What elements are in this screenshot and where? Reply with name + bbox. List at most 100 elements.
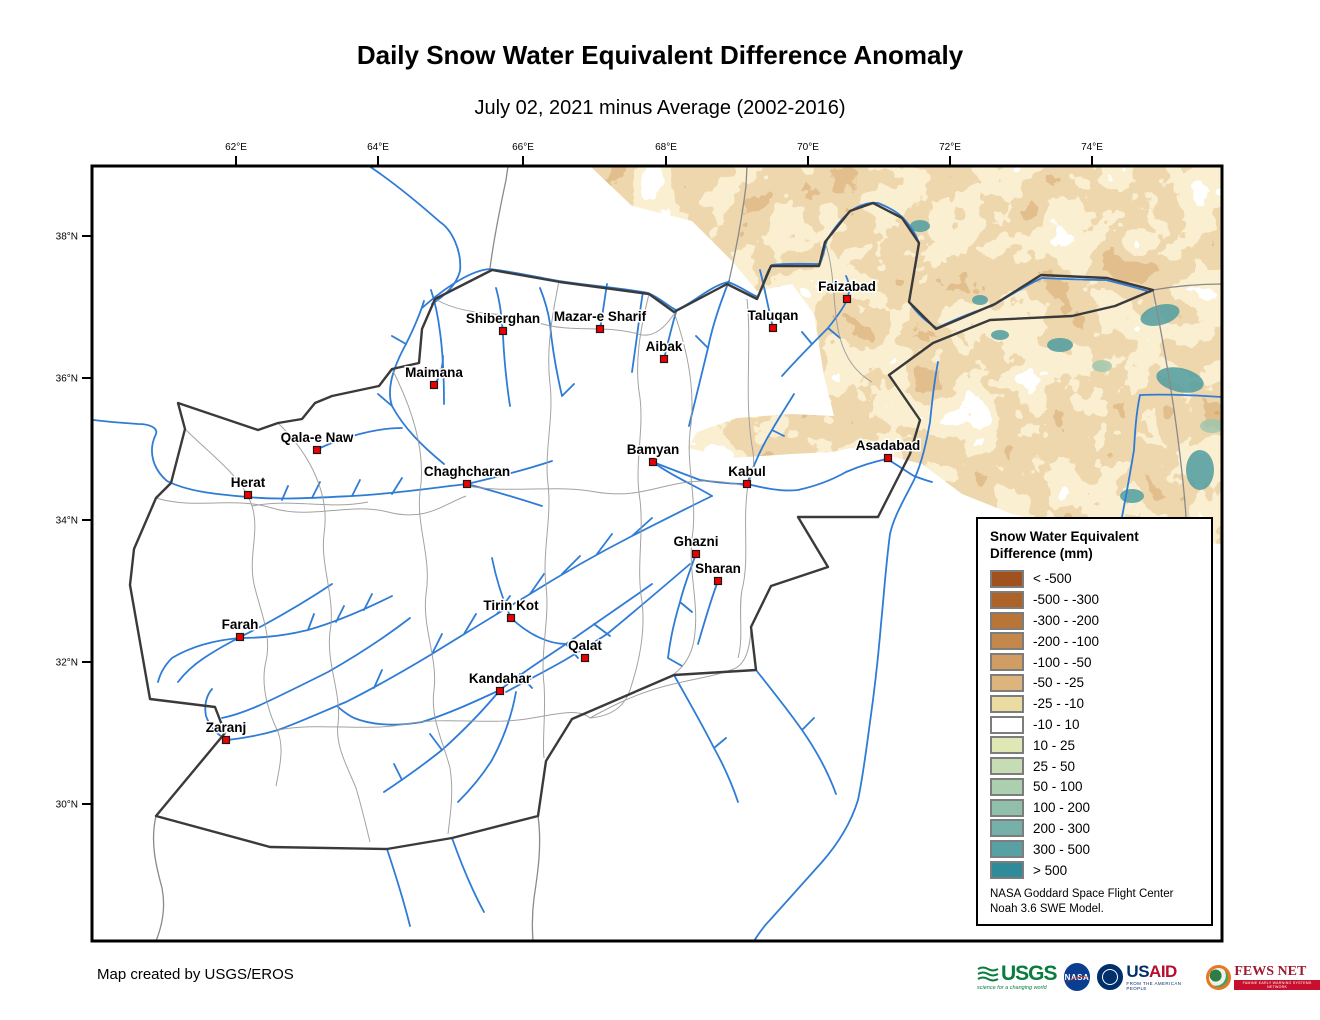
longitude-tick-label: 72°E — [939, 142, 961, 153]
terrain-lightgreen-patches — [1092, 360, 1222, 433]
city-label: Faizabad — [818, 279, 876, 294]
city-label: Ghazni — [673, 534, 718, 549]
latitude-tick-label: 38°N — [56, 232, 78, 243]
city-marker-dot — [713, 576, 723, 586]
city-label: Qala-e Naw — [281, 430, 354, 445]
city: Aibak — [644, 338, 684, 364]
city-marker-dot — [221, 735, 231, 745]
city-label: Maimana — [405, 365, 463, 380]
city-marker-dot — [659, 354, 669, 364]
legend-class-row: 25 - 50 — [990, 756, 1205, 777]
legend-swatch — [990, 590, 1024, 609]
city: Bamyan — [625, 441, 681, 467]
legend-class-label: 300 - 500 — [1033, 841, 1091, 857]
map-frame — [90, 164, 1224, 943]
latitude-tick-label: 36°N — [56, 374, 78, 385]
map-credit: Map created by USGS/EROS — [97, 966, 294, 983]
usgs-logo: USGS science for a changing world — [977, 962, 1058, 991]
city-markers: Faizabad Taluqan Mazar-e Sharif Shiberghan A… — [204, 278, 922, 745]
legend: Snow Water Equivalent Difference (mm) < … — [976, 517, 1213, 926]
axis-ticks: 62°E 64°E 66°E 68°E 70°E 72°E 74°E 38°N 36°N 34°N… — [56, 142, 1104, 811]
nasa-logo-text: NASA — [1064, 972, 1090, 982]
legend-class-label: 200 - 300 — [1033, 820, 1091, 836]
city-label: Zaranj — [206, 720, 247, 735]
city-marker-dot — [235, 632, 245, 642]
longitude-tick-label: 62°E — [225, 142, 247, 153]
legend-swatch — [990, 715, 1024, 734]
legend-class-row: 200 - 300 — [990, 818, 1205, 839]
usaid-logo: USAID FROM THE AMERICAN PEOPLE — [1097, 961, 1199, 992]
legend-class-row: 300 - 500 — [990, 839, 1205, 860]
legend-class-row: 100 - 200 — [990, 797, 1205, 818]
fewsnet-logo-text: FEWS NET — [1234, 963, 1307, 979]
legend-title-line2: Difference (mm) — [990, 546, 1093, 562]
legend-class-label: -300 - -200 — [1033, 613, 1100, 629]
logo-bar: USGS science for a changing world NASA U… — [977, 955, 1320, 999]
legend-note-line2: Noah 3.6 SWE Model. — [990, 903, 1104, 916]
city: Kandahar — [467, 670, 533, 696]
city-marker-dot — [883, 453, 893, 463]
legend-class-label: 25 - 50 — [1033, 758, 1076, 774]
city-marker-dot — [462, 479, 472, 489]
city-label: Bamyan — [627, 442, 680, 457]
city: Taluqan — [746, 307, 800, 333]
city-marker-dot — [498, 326, 508, 336]
city-label: Farah — [222, 617, 259, 632]
city: Farah — [220, 616, 260, 642]
longitude-tick-label: 64°E — [367, 142, 389, 153]
city-marker-dot — [742, 479, 752, 489]
latitude-tick-label: 30°N — [56, 800, 78, 811]
fewsnet-logo: FEWS NET FAMINE EARLY WARNING SYSTEMS NE… — [1206, 963, 1320, 990]
legend-note: NASA Goddard Space Flight Center Noah 3.… — [990, 887, 1205, 917]
legend-swatch — [990, 757, 1024, 776]
legend-class-label: -50 - -25 — [1033, 675, 1085, 691]
city: Chaghcharan — [422, 463, 512, 489]
city-label: Kabul — [728, 464, 766, 479]
legend-class-row: 10 - 25 — [990, 735, 1205, 756]
city: Qalat — [567, 637, 604, 663]
usgs-wave-icon — [977, 966, 999, 981]
city-marker-dot — [648, 457, 658, 467]
legend-class-row: 50 - 100 — [990, 777, 1205, 798]
legend-swatch — [990, 819, 1024, 838]
city-label: Qalat — [568, 638, 602, 653]
legend-note-line1: NASA Goddard Space Flight Center — [990, 888, 1174, 901]
city: Ghazni — [672, 533, 720, 559]
latitude-tick-label: 32°N — [56, 658, 78, 669]
city-marker-dot — [506, 613, 516, 623]
usgs-logo-text: USGS — [1001, 962, 1058, 985]
fewsnet-globe-icon — [1206, 964, 1232, 990]
city-marker-dot — [312, 445, 322, 455]
legend-class-label: > 500 — [1033, 862, 1068, 878]
usaid-logo-text-us: US — [1126, 961, 1150, 981]
city-label: Sharan — [695, 561, 741, 576]
city-label: Herat — [231, 475, 266, 490]
usaid-tagline: FROM THE AMERICAN PEOPLE — [1126, 981, 1182, 992]
city-label: Kandahar — [469, 671, 532, 686]
legend-swatch — [990, 569, 1024, 588]
city-label: Aibak — [646, 339, 683, 354]
legend-class-row: -25 - -10 — [990, 693, 1205, 714]
legend-class-row: -500 - -300 — [990, 589, 1205, 610]
city: Kabul — [727, 463, 767, 489]
legend-swatch — [990, 673, 1024, 692]
city: Faizabad — [817, 278, 877, 304]
city: Mazar-e Sharif — [552, 308, 648, 334]
legend-class-label: -200 - -100 — [1033, 633, 1100, 649]
legend-class-row: -300 - -200 — [990, 610, 1205, 631]
city-label: Tirin Kot — [483, 598, 539, 613]
legend-swatch — [990, 736, 1024, 755]
legend-swatch — [990, 653, 1024, 672]
city: Tirin Kot — [482, 597, 541, 623]
page-subtitle: July 02, 2021 minus Average (2002-2016) — [474, 97, 846, 119]
city-marker-dot — [495, 686, 505, 696]
afghanistan-border — [128, 201, 1155, 851]
legend-class-row: -100 - -50 — [990, 652, 1205, 673]
city: Shiberghan — [464, 310, 542, 336]
legend-class-row: -10 - 10 — [990, 714, 1205, 735]
province-borders — [155, 241, 873, 843]
legend-swatch — [990, 694, 1024, 713]
nasa-logo: NASA — [1063, 963, 1091, 991]
city-marker-dot — [243, 490, 253, 500]
legend-class-row: -200 - -100 — [990, 631, 1205, 652]
